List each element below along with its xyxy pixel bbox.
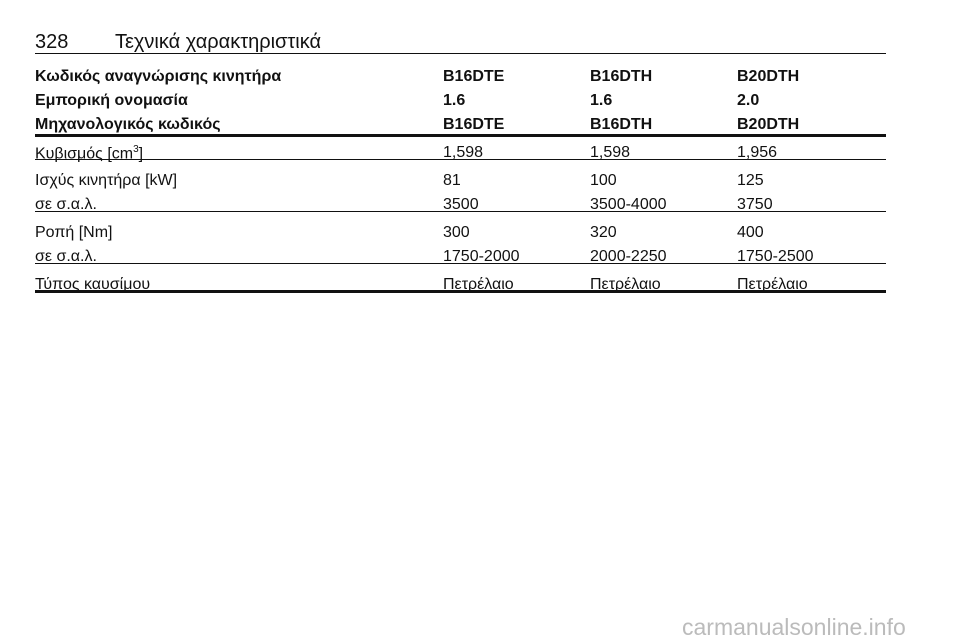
table-cell: B20DTH [737,68,800,85]
table-cell: Πετρέλαιο [590,276,661,293]
table-cell: σε σ.α.λ. [35,248,97,265]
thick-rule [35,134,886,137]
table-cell: 1750-2500 [737,248,814,265]
table-cell: 81 [443,172,461,189]
table-cell: 1.6 [443,92,466,109]
table-cell: 1,598 [443,144,484,161]
table-cell: 1,598 [590,144,631,161]
table-cell: 100 [590,172,617,189]
row-rule [35,263,886,264]
table-cell: Ισχύς κινητήρα [kW] [35,172,178,189]
header-rule [35,53,886,54]
table-cell: B16DTE [443,68,505,85]
table-cell: 300 [443,224,470,241]
page-number: 328 [35,31,69,53]
table-cell: Τύπος καυσίμου [35,276,151,293]
thick-rule [35,290,886,293]
table-cell: B16DTH [590,116,653,133]
table-cell: Εμπορική ονομασία [35,92,188,109]
table-cell: Πετρέλαιο [737,276,808,293]
table-cell: 125 [737,172,764,189]
cell-text: Κυβισμός [cm [35,145,134,163]
table-cell: Μηχανολογικός κωδικός [35,116,221,133]
table-cell: Ροπή [Nm] [35,224,113,241]
row-rule [35,211,886,212]
table-cell: 2.0 [737,92,760,109]
table-cell: 400 [737,224,764,241]
table-cell-group: Κυβισμός [cm3] [35,145,143,162]
table-cell: 320 [590,224,617,241]
table-cell: 3750 [737,196,773,213]
cell-text: 3 [133,144,139,155]
table-cell: 1,956 [737,144,778,161]
table-cell: 3500 [443,196,479,213]
table-cell: B16DTE [443,116,505,133]
table-cell: B16DTH [590,68,653,85]
table-cell: Πετρέλαιο [443,276,514,293]
table-cell: σε σ.α.λ. [35,196,97,213]
table-cell: 3500-4000 [590,196,667,213]
page-title: Τεχνικά χαρακτηριστικά [115,31,322,53]
cell-text: ] [138,145,144,163]
table-cell: 1.6 [590,92,613,109]
watermark: carmanualsonline.info [682,614,906,640]
table-cell: 1750-2000 [443,248,520,265]
table-cell: B20DTH [737,116,800,133]
row-rule [35,159,886,160]
table-cell: Κωδικός αναγνώρισης κινητήρα [35,68,282,85]
table-cell: 2000-2250 [590,248,667,265]
